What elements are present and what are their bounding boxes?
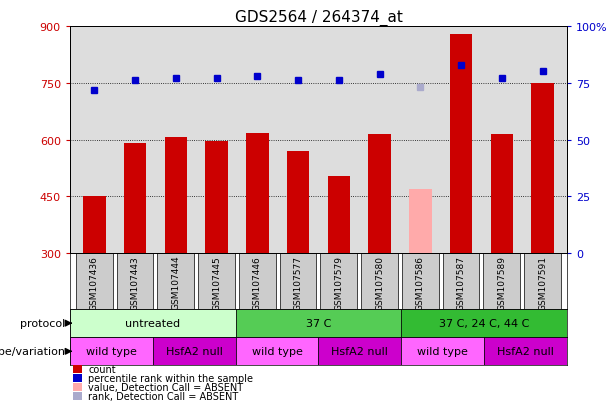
Bar — [198, 254, 235, 309]
Bar — [319, 337, 402, 366]
Bar — [70, 337, 153, 366]
Bar — [484, 337, 567, 366]
Text: 37 C: 37 C — [306, 318, 331, 328]
Text: GSM107586: GSM107586 — [416, 255, 425, 310]
Text: genotype/variation: genotype/variation — [0, 347, 65, 356]
Bar — [368, 135, 390, 254]
Bar — [153, 337, 235, 366]
Bar — [76, 254, 113, 309]
Bar — [158, 254, 194, 309]
Bar — [531, 84, 554, 254]
Text: HsfA2 null: HsfA2 null — [166, 347, 223, 356]
Bar — [246, 134, 268, 254]
Text: GSM107579: GSM107579 — [334, 255, 343, 310]
Text: protocol: protocol — [20, 318, 65, 328]
Text: 37 C, 24 C, 44 C: 37 C, 24 C, 44 C — [439, 318, 530, 328]
Bar — [443, 254, 479, 309]
Text: GSM107436: GSM107436 — [90, 255, 99, 310]
Text: wild type: wild type — [251, 347, 302, 356]
Text: GSM107443: GSM107443 — [131, 255, 140, 310]
Text: GSM107580: GSM107580 — [375, 255, 384, 310]
Bar — [402, 337, 484, 366]
Text: GSM107444: GSM107444 — [171, 255, 180, 310]
Text: percentile rank within the sample: percentile rank within the sample — [88, 373, 253, 383]
Bar — [327, 177, 350, 254]
Text: wild type: wild type — [417, 347, 468, 356]
Text: HsfA2 null: HsfA2 null — [332, 347, 388, 356]
Text: GSM107589: GSM107589 — [497, 255, 506, 310]
Bar — [280, 254, 316, 309]
Text: value, Detection Call = ABSENT: value, Detection Call = ABSENT — [88, 382, 243, 392]
Bar — [402, 309, 567, 337]
Bar — [239, 254, 276, 309]
Text: wild type: wild type — [86, 347, 137, 356]
Bar — [361, 254, 398, 309]
Bar — [287, 151, 310, 254]
Text: GSM107446: GSM107446 — [253, 255, 262, 310]
Text: GSM107445: GSM107445 — [212, 255, 221, 310]
Text: count: count — [88, 364, 116, 374]
Bar — [83, 196, 105, 254]
Text: GSM107591: GSM107591 — [538, 255, 547, 310]
Bar — [450, 35, 472, 254]
Bar — [124, 144, 147, 254]
Bar — [205, 141, 228, 254]
Text: rank, Detection Call = ABSENT: rank, Detection Call = ABSENT — [88, 391, 238, 401]
Bar — [116, 254, 153, 309]
Bar — [235, 309, 402, 337]
Bar — [409, 189, 432, 254]
Bar — [484, 254, 520, 309]
Bar — [321, 254, 357, 309]
Text: GSM107587: GSM107587 — [457, 255, 466, 310]
Text: GSM107577: GSM107577 — [294, 255, 303, 310]
Text: HsfA2 null: HsfA2 null — [497, 347, 554, 356]
Bar — [235, 337, 319, 366]
Text: untreated: untreated — [125, 318, 180, 328]
Bar — [402, 254, 439, 309]
Bar — [165, 137, 187, 254]
Bar — [70, 309, 235, 337]
Bar — [490, 135, 513, 254]
Bar — [524, 254, 561, 309]
Title: GDS2564 / 264374_at: GDS2564 / 264374_at — [235, 9, 402, 26]
